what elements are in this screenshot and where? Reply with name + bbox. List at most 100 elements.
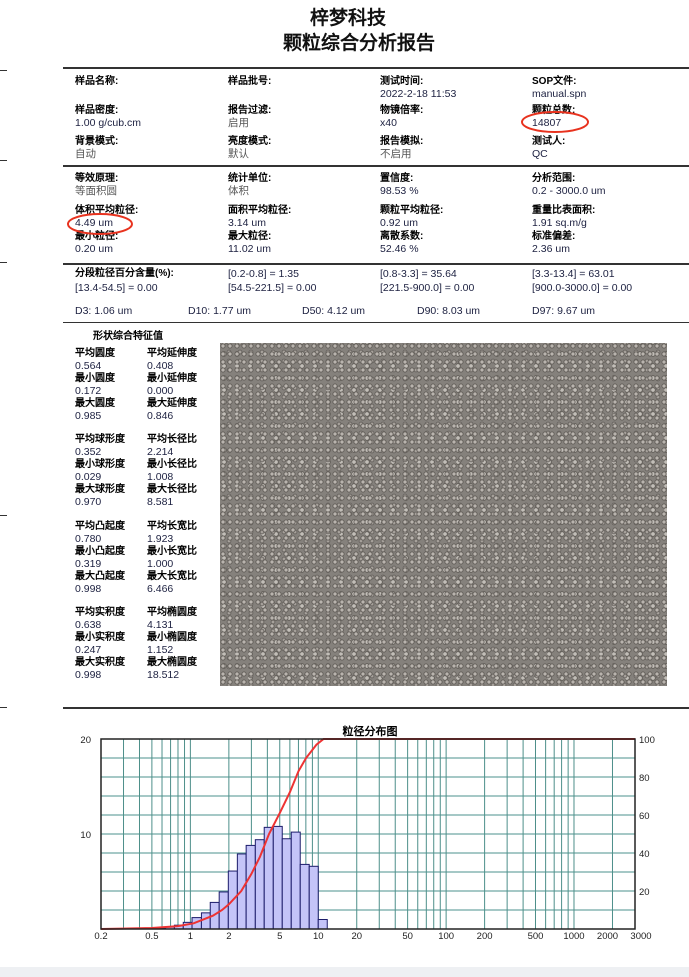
shape-feature-value: 0.970	[75, 496, 102, 508]
stats-label: 分析范围:	[532, 173, 576, 184]
y-right-tick-label: 100	[639, 735, 655, 746]
info-value: 14807	[532, 117, 562, 129]
histogram-bar	[308, 865, 319, 930]
info-value: 启用	[228, 117, 249, 129]
info-value: QC	[532, 148, 548, 160]
shape-feature-value: 0.408	[147, 360, 174, 372]
segment-value: [0.2-0.8] = 1.35	[228, 268, 299, 280]
y-left-tick-label: 20	[80, 735, 91, 746]
segment-label: 分段粒径百分含量(%):	[75, 268, 174, 279]
shape-feature-label: 最大椭圆度	[147, 657, 197, 668]
shape-feature-label: 最大长宽比	[147, 571, 197, 582]
shape-feature-value: 0.998	[75, 583, 102, 595]
divider	[63, 165, 689, 167]
segment-value: [13.4-54.5] = 0.00	[75, 282, 158, 294]
shape-feature-value: 0.172	[75, 385, 102, 397]
stats-value: 体积	[228, 185, 249, 197]
size-distribution-chart: 粒径分布图 0.2 0.5 1 2 5 10 20 50 100 200 500 1000 2000 300…	[80, 724, 655, 942]
histogram-bar	[317, 919, 328, 930]
shape-feature-value: 0.247	[75, 644, 102, 656]
shape-feature-label: 最大实积度	[75, 657, 125, 668]
x-tick-label: 1000	[563, 931, 584, 942]
info-label: 报告模拟:	[380, 136, 424, 147]
stats-value: 0.20 um	[75, 243, 113, 255]
x-tick-label: 2000	[597, 931, 618, 942]
y-right-tick-label: 60	[639, 811, 650, 822]
segment-value: [900.0-3000.0] = 0.00	[532, 282, 633, 294]
info-value: manual.spn	[532, 88, 587, 100]
histogram-bar	[245, 844, 256, 930]
y-right-tick-label: 20	[639, 887, 650, 898]
report-title: 颗粒综合分析报告	[283, 33, 436, 54]
histogram-bar	[299, 863, 310, 930]
shape-feature-value: 0.352	[75, 446, 102, 458]
shape-feature-label: 最小长径比	[147, 459, 197, 470]
shape-feature-label: 平均球形度	[75, 434, 125, 445]
stats-label: 颗粒平均粒径:	[380, 205, 444, 216]
shape-feature-label: 最小延伸度	[147, 373, 197, 384]
chart-title: 粒径分布图	[343, 724, 398, 738]
shape-feature-label: 平均延伸度	[147, 348, 197, 359]
stats-label: 体积平均粒径:	[75, 205, 139, 216]
shape-feature-value: 0.000	[147, 385, 174, 397]
shape-feature-label: 最小圆度	[75, 373, 115, 384]
info-label: 报告过滤:	[228, 105, 272, 116]
x-tick-label: 1	[188, 931, 193, 942]
divider	[63, 322, 689, 323]
info-label: 背景模式:	[75, 136, 119, 147]
d10-value: D10: 1.77 um	[188, 305, 252, 317]
info-label: 测试人:	[532, 136, 566, 147]
x-tick-label: 3000	[630, 931, 651, 942]
d50-value: D50: 4.12 um	[302, 305, 366, 317]
shape-feature-label: 最小长宽比	[147, 546, 197, 557]
stats-label: 置信度:	[380, 173, 414, 184]
segment-value: [3.3-13.4] = 63.01	[532, 268, 615, 280]
shape-feature-label: 最小椭圆度	[147, 632, 197, 643]
x-tick-label: 100	[438, 931, 454, 942]
info-value: 自动	[75, 148, 96, 160]
info-value: 1.00 g/cub.cm	[75, 117, 141, 129]
shape-feature-value: 0.780	[75, 533, 102, 545]
stats-value: 2.36 um	[532, 243, 570, 255]
shape-feature-label: 最大延伸度	[147, 398, 197, 409]
d3-value: D3: 1.06 um	[75, 305, 133, 317]
y-left-tick-label: 10	[80, 830, 91, 841]
stats-label: 重量比表面积:	[532, 205, 596, 216]
stats-label: 标准偏差:	[532, 231, 576, 242]
x-tick-label: 20	[351, 931, 362, 942]
x-tick-label: 50	[402, 931, 413, 942]
stats-label: 面积平均粒径:	[228, 205, 292, 216]
stats-value: 3.14 um	[228, 217, 266, 229]
info-label: 样品批号:	[228, 76, 272, 87]
particle-micrograph	[220, 343, 667, 686]
info-label: 颗粒总数:	[532, 105, 576, 116]
x-tick-label: 0.2	[94, 931, 107, 942]
shape-feature-label: 平均实积度	[75, 607, 125, 618]
x-tick-label: 2	[226, 931, 231, 942]
y-right-tick-label: 80	[639, 773, 650, 784]
info-label: SOP文件:	[532, 76, 577, 87]
stats-value: 0.2 - 3000.0 um	[532, 185, 606, 197]
shape-feature-value: 18.512	[147, 669, 180, 681]
stats-label: 最大粒径:	[228, 231, 272, 242]
stats-value: 11.02 um	[228, 243, 271, 255]
shape-feature-value: 0.998	[75, 669, 102, 681]
histogram-bar	[290, 831, 301, 930]
shape-feature-value: 0.319	[75, 558, 102, 570]
stats-label: 离散系数:	[380, 231, 424, 242]
shape-feature-label: 平均椭圆度	[147, 607, 197, 618]
info-value: 2022-2-18 11:53	[380, 88, 457, 100]
shape-feature-value: 0.985	[75, 410, 102, 422]
plot-frame	[100, 738, 636, 930]
viewer-bottom-bar	[0, 967, 689, 977]
shape-feature-value: 1.152	[147, 644, 174, 656]
info-label: 样品名称:	[75, 76, 119, 87]
shape-feature-label: 平均长宽比	[147, 521, 197, 532]
margin-mark	[0, 707, 7, 708]
cumulative-curve	[100, 738, 635, 930]
shape-feature-label: 最大球形度	[75, 484, 125, 495]
info-value: x40	[380, 117, 397, 129]
d97-value: D97: 9.67 um	[532, 305, 596, 317]
divider	[63, 263, 689, 265]
histogram-bar	[254, 839, 265, 930]
